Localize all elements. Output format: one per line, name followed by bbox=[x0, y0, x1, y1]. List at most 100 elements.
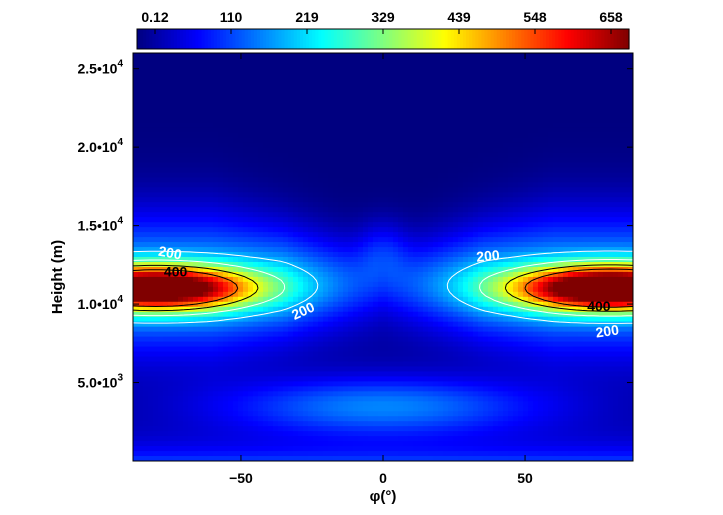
heatmap-cell bbox=[208, 426, 214, 432]
heatmap-cell bbox=[203, 192, 209, 198]
heatmap-cell bbox=[163, 98, 169, 104]
heatmap-cell bbox=[298, 138, 304, 144]
heatmap-cell bbox=[283, 376, 289, 382]
heatmap-cell bbox=[178, 53, 184, 59]
heatmap-cell bbox=[353, 262, 359, 268]
heatmap-cell bbox=[338, 386, 344, 392]
heatmap-cell bbox=[248, 307, 254, 313]
heatmap-cell bbox=[388, 88, 394, 94]
heatmap-cell bbox=[218, 292, 224, 298]
heatmap-cell bbox=[333, 187, 339, 193]
heatmap-cell bbox=[223, 187, 229, 193]
heatmap-cell bbox=[353, 401, 359, 407]
heatmap-cell bbox=[223, 347, 229, 353]
heatmap-cell bbox=[148, 391, 154, 397]
heatmap-cell bbox=[283, 441, 289, 447]
heatmap-cell bbox=[398, 317, 404, 323]
heatmap-cell bbox=[358, 118, 364, 124]
heatmap-cell bbox=[288, 267, 294, 273]
heatmap-cell bbox=[238, 242, 244, 248]
heatmap-cell bbox=[393, 252, 399, 258]
heatmap-cell bbox=[283, 416, 289, 422]
heatmap-cell bbox=[298, 143, 304, 149]
heatmap-cell bbox=[223, 406, 229, 412]
heatmap-cell bbox=[218, 421, 224, 427]
heatmap-cell bbox=[148, 366, 154, 372]
heatmap-cell bbox=[253, 391, 259, 397]
heatmap-cell bbox=[198, 451, 204, 457]
heatmap-cell bbox=[293, 197, 299, 203]
heatmap-cell bbox=[398, 167, 404, 173]
heatmap-cell bbox=[268, 93, 274, 99]
heatmap-cell bbox=[388, 441, 394, 447]
colorbar-tick-label: 0.12 bbox=[141, 9, 168, 25]
heatmap-cell bbox=[278, 297, 284, 303]
heatmap-cell bbox=[398, 347, 404, 353]
heatmap-cell bbox=[153, 78, 159, 84]
heatmap-cell bbox=[208, 143, 214, 149]
heatmap-cell bbox=[418, 267, 424, 273]
heatmap-cell bbox=[308, 257, 314, 263]
heatmap-cell bbox=[298, 401, 304, 407]
heatmap-cell bbox=[193, 451, 199, 457]
heatmap-cell bbox=[303, 361, 309, 367]
heatmap-cell bbox=[308, 167, 314, 173]
heatmap-cell bbox=[388, 411, 394, 417]
heatmap-cell bbox=[418, 366, 424, 372]
heatmap-cell bbox=[353, 232, 359, 238]
heatmap-cell bbox=[408, 167, 414, 173]
heatmap-cell bbox=[303, 162, 309, 168]
heatmap-cell bbox=[238, 138, 244, 144]
heatmap-cell bbox=[213, 446, 219, 452]
heatmap-cell bbox=[228, 421, 234, 427]
heatmap-cell bbox=[343, 207, 349, 213]
heatmap-cell bbox=[323, 83, 329, 89]
heatmap-cell bbox=[188, 53, 194, 59]
heatmap-cell bbox=[413, 118, 419, 124]
heatmap-cell bbox=[348, 277, 354, 283]
heatmap-cell bbox=[368, 172, 374, 178]
heatmap-cell bbox=[373, 73, 379, 79]
heatmap-cell bbox=[293, 138, 299, 144]
heatmap-cell bbox=[398, 148, 404, 154]
heatmap-cell bbox=[263, 247, 269, 253]
heatmap-cell bbox=[288, 357, 294, 363]
heatmap-cell bbox=[263, 322, 269, 328]
heatmap-cell bbox=[223, 257, 229, 263]
heatmap-cell bbox=[218, 123, 224, 129]
heatmap-cell bbox=[293, 103, 299, 109]
heatmap-cell bbox=[403, 317, 409, 323]
heatmap-cell bbox=[413, 237, 419, 243]
heatmap-cell bbox=[138, 421, 144, 427]
heatmap-cell bbox=[303, 381, 309, 387]
heatmap-cell bbox=[338, 58, 344, 64]
heatmap-cell bbox=[183, 68, 189, 74]
heatmap-cell bbox=[308, 322, 314, 328]
heatmap-cell bbox=[368, 162, 374, 168]
heatmap-cell bbox=[408, 182, 414, 188]
heatmap-cell bbox=[168, 307, 174, 313]
heatmap-cell bbox=[358, 192, 364, 198]
heatmap-cell bbox=[313, 322, 319, 328]
heatmap-cell bbox=[223, 103, 229, 109]
heatmap-cell bbox=[338, 93, 344, 99]
heatmap-cell bbox=[283, 317, 289, 323]
heatmap-cell bbox=[268, 212, 274, 218]
heatmap-cell bbox=[333, 162, 339, 168]
heatmap-cell bbox=[218, 287, 224, 293]
heatmap-cell bbox=[423, 307, 429, 313]
heatmap-cell bbox=[273, 93, 279, 99]
heatmap-cell bbox=[333, 227, 339, 233]
heatmap-cell bbox=[193, 342, 199, 348]
heatmap-cell bbox=[213, 307, 219, 313]
heatmap-cell bbox=[263, 267, 269, 273]
heatmap-cell bbox=[263, 53, 269, 59]
heatmap-cell bbox=[413, 431, 419, 437]
heatmap-cell bbox=[303, 153, 309, 159]
heatmap-cell bbox=[313, 162, 319, 168]
heatmap-cell bbox=[168, 386, 174, 392]
heatmap-cell bbox=[323, 93, 329, 99]
heatmap-cell bbox=[163, 337, 169, 343]
heatmap-cell bbox=[203, 451, 209, 457]
heatmap-cell bbox=[328, 317, 334, 323]
